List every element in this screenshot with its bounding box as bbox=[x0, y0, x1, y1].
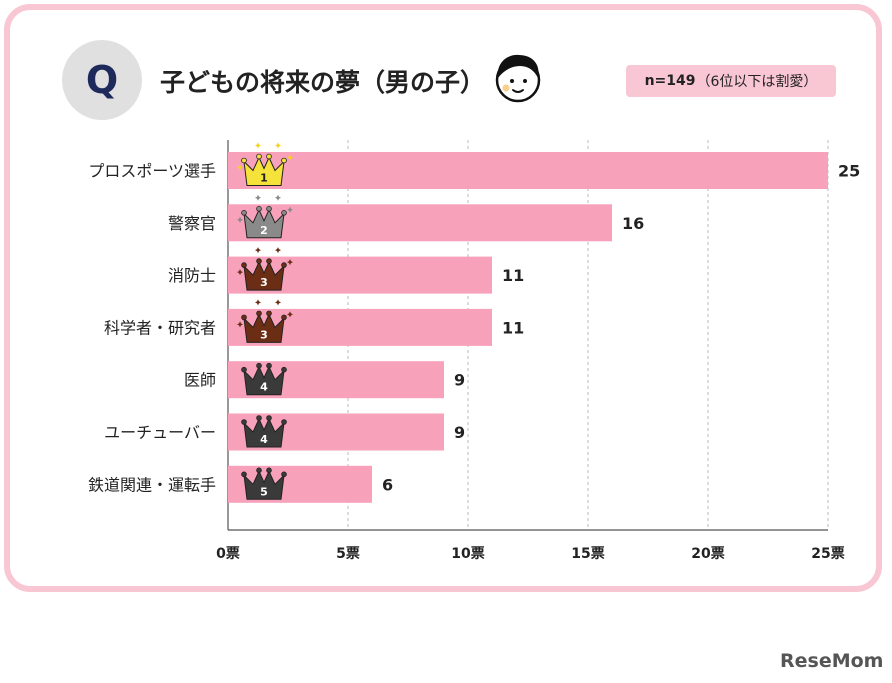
crown-jewel bbox=[256, 310, 262, 317]
category-label: 医師 bbox=[184, 371, 216, 390]
x-tick-label: 15票 bbox=[571, 546, 604, 562]
rank-number: 4 bbox=[260, 433, 268, 446]
value-label: 9 bbox=[454, 423, 465, 442]
sparkle-icon bbox=[287, 259, 293, 266]
crown-jewel bbox=[241, 366, 247, 373]
x-tick-label: 20票 bbox=[691, 546, 724, 562]
crown-jewel bbox=[266, 362, 272, 369]
sparkle-icon bbox=[287, 154, 293, 161]
crown-jewel bbox=[241, 210, 247, 216]
crown-jewel bbox=[266, 467, 272, 474]
sparkle-icon bbox=[255, 299, 261, 306]
boy-face-icon bbox=[495, 54, 541, 103]
crown-icon bbox=[243, 313, 285, 343]
sparkle-icon bbox=[287, 206, 293, 213]
crown-jewel bbox=[281, 314, 287, 321]
value-label: 6 bbox=[382, 475, 393, 494]
crown-jewel bbox=[281, 366, 287, 373]
crown-icon bbox=[243, 260, 285, 291]
rank-number: 5 bbox=[260, 485, 268, 498]
sparkle-icon bbox=[255, 194, 261, 201]
category-label: 科学者・研究者 bbox=[104, 318, 216, 337]
sparkle-icon bbox=[255, 247, 261, 254]
rank-number: 3 bbox=[260, 276, 268, 289]
crown-jewel bbox=[241, 419, 247, 425]
value-label: 11 bbox=[502, 318, 524, 337]
resemom-logo: ReseMom bbox=[780, 650, 884, 672]
rank-number: 1 bbox=[260, 172, 268, 185]
sparkle-icon bbox=[287, 311, 293, 318]
x-tick-label: 10票 bbox=[451, 546, 484, 562]
rank-number: 3 bbox=[260, 328, 268, 341]
crown-jewel bbox=[256, 467, 262, 474]
crown-jewel bbox=[281, 262, 287, 268]
sample-size: n=149 bbox=[644, 73, 696, 89]
crown-jewel bbox=[281, 157, 287, 164]
sparkle-icon bbox=[275, 142, 281, 149]
crown-jewel bbox=[266, 415, 272, 421]
note-remark: （6位以下は割愛） bbox=[696, 74, 818, 90]
chart-card bbox=[4, 4, 882, 592]
crown-jewel bbox=[256, 153, 262, 160]
crown-jewel bbox=[281, 471, 287, 478]
crown-jewel bbox=[256, 258, 262, 264]
chart-title: 子どもの将来の夢（男の子） bbox=[160, 68, 486, 97]
crown-jewel bbox=[241, 314, 247, 321]
sparkle-icon bbox=[255, 142, 261, 149]
value-label: 16 bbox=[622, 214, 644, 233]
value-label: 11 bbox=[502, 266, 524, 285]
category-label: プロスポーツ選手 bbox=[88, 162, 216, 181]
rank-number: 4 bbox=[260, 381, 268, 394]
crown-icon bbox=[243, 470, 285, 500]
category-label: 警察官 bbox=[168, 214, 216, 233]
sparkle-icon bbox=[237, 321, 243, 328]
crown-jewel bbox=[281, 210, 287, 216]
q-label: Q bbox=[85, 58, 119, 102]
crown-jewel bbox=[241, 262, 247, 268]
category-label: 消防士 bbox=[168, 266, 216, 285]
sparkle-icon bbox=[275, 299, 281, 306]
crown-icon bbox=[243, 208, 285, 239]
crown-jewel bbox=[256, 415, 262, 421]
crown-jewel bbox=[266, 206, 272, 212]
bar bbox=[228, 204, 612, 242]
sparkle-icon bbox=[237, 216, 243, 223]
sparkle-icon bbox=[275, 247, 281, 254]
crown-jewel bbox=[241, 471, 247, 478]
sparkle-icon bbox=[237, 269, 243, 276]
category-label: 鉄道関連・運転手 bbox=[88, 475, 216, 494]
crown-jewel bbox=[266, 153, 272, 160]
crown-jewel bbox=[256, 362, 262, 369]
value-label: 25 bbox=[838, 162, 860, 181]
rank-number: 2 bbox=[260, 224, 268, 237]
value-label: 9 bbox=[454, 371, 465, 390]
x-tick-label: 5票 bbox=[336, 546, 360, 562]
sparkle-icon bbox=[237, 164, 243, 171]
category-label: ユーチューバー bbox=[104, 423, 216, 442]
sparkle-icon bbox=[275, 194, 281, 201]
bar bbox=[228, 152, 828, 189]
x-tick-label: 25票 bbox=[811, 546, 844, 562]
crown-icon bbox=[243, 156, 285, 186]
crown-jewel bbox=[266, 310, 272, 317]
crown-icon bbox=[243, 417, 285, 448]
crown-icon bbox=[243, 365, 285, 396]
q-badge: Q bbox=[62, 40, 142, 120]
sample-note: n=149 （6位以下は割愛） bbox=[626, 65, 836, 97]
crown-jewel bbox=[241, 157, 247, 164]
x-tick-label: 0票 bbox=[216, 546, 240, 562]
crown-jewel bbox=[256, 206, 262, 212]
crown-jewel bbox=[266, 258, 272, 264]
crown-jewel bbox=[281, 419, 287, 425]
